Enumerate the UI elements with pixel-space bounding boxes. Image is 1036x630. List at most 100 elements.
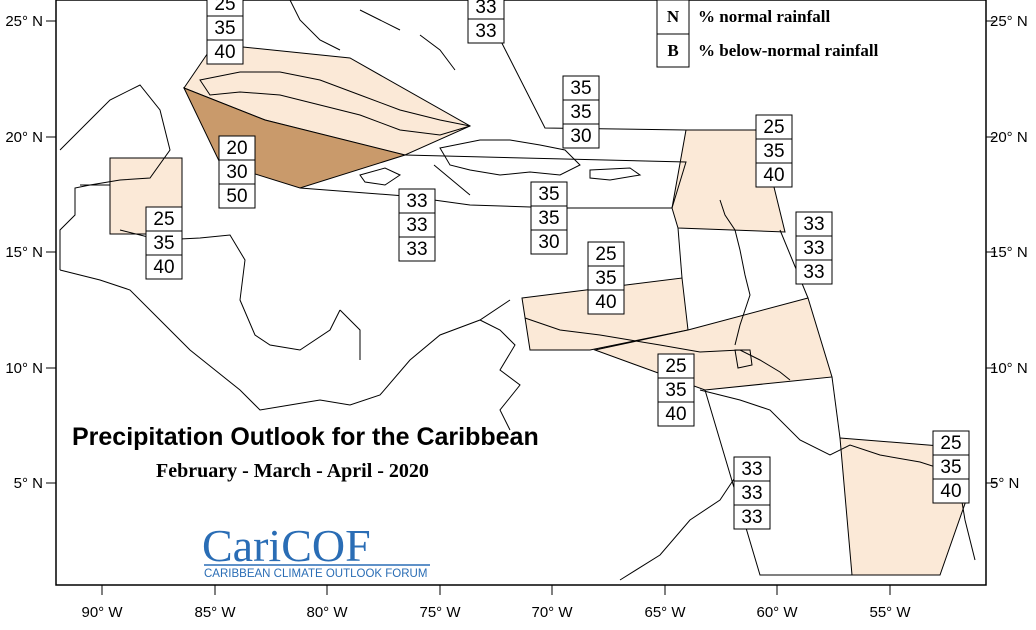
forecast-value: 20 [226,138,247,159]
forecast-box-leeward-islands: 25 35 40 [755,114,793,188]
legend-key-normal: N [667,7,680,26]
forecast-value: 35 [538,208,559,229]
forecast-cell [755,162,793,188]
legend-key-below: B [667,41,678,60]
forecast-value: 25 [214,0,235,15]
latitude-labels-left: 25° N 20° N 15° N 10° N 5° N [5,13,43,492]
lon-tick: 75° W [419,604,461,621]
forecast-cell [587,241,625,267]
lat-tick: 15° N [990,244,1028,261]
lat-tick: 20° N [5,129,43,146]
forecast-value: 33 [803,238,824,259]
forecast-value: 33 [475,0,496,18]
forecast-value: 30 [226,162,247,183]
forecast-cell [657,353,695,379]
map-frame [55,0,987,586]
forecast-cell [530,229,568,255]
lat-tick: 10° N [5,360,43,377]
coastlines [59,0,976,581]
forecast-value: 35 [763,141,784,162]
forecast-box-trinidad: 25 35 40 [657,353,695,427]
lon-tick: 85° W [194,604,236,621]
lon-tick: 90° W [81,604,123,621]
forecast-value: 40 [595,292,616,313]
forecast-cell [398,212,436,238]
forecast-cell [733,504,771,530]
forecast-value: 35 [595,268,616,289]
forecast-value: 33 [406,239,427,260]
forecast-value: 33 [741,483,762,504]
forecast-cell [562,123,600,149]
latitude-labels-right: 25° N 20° N 15° N 10° N 5° N [990,13,1028,492]
forecast-value: 35 [940,457,961,478]
forecast-value: 50 [226,186,247,207]
forecast-value: 30 [570,126,591,147]
forecast-value: 40 [940,481,961,502]
lat-tick: 20° N [990,129,1028,146]
lon-tick: 80° W [306,604,348,621]
forecast-cell [755,138,793,164]
map-title: Precipitation Outlook for the Caribbean [72,423,539,451]
forecast-box-bahamas-west: 25 35 40 [206,0,244,65]
forecast-cell [467,18,505,44]
forecast-cell [206,15,244,41]
forecast-box-belize: 25 35 40 [145,206,183,280]
forecast-value: 35 [214,18,235,39]
forecast-cell [733,456,771,482]
forecast-value: 33 [406,215,427,236]
lat-tick: 10° N [990,360,1028,377]
legend-label-below: % below-normal rainfall [698,41,879,60]
legend: N % normal rainfall B % below-normal rai… [656,0,879,68]
lon-tick: 65° W [644,604,686,621]
forecast-cell [932,454,970,480]
forecast-box-hispaniola: 35 35 30 [530,181,568,255]
forecast-value: 33 [803,262,824,283]
map-subtitle: February - March - April - 2020 [156,460,429,482]
forecast-cell [657,401,695,427]
forecast-box-turks-caicos: 35 35 30 [562,75,600,149]
lon-tick: 70° W [531,604,573,621]
forecast-cell [218,183,256,209]
forecast-box-cayman: 20 30 50 [218,135,256,209]
forecast-regions [109,43,969,576]
forecast-cell [795,259,833,285]
forecast-cell [530,181,568,207]
forecast-cell [932,478,970,504]
logo-tagline: CARIBBEAN CLIMATE OUTLOOK FORUM [204,568,427,580]
forecast-box-guyana: 33 33 33 [733,456,771,530]
forecast-value: 33 [741,459,762,480]
forecast-value: 33 [406,191,427,212]
forecast-value: 25 [763,117,784,138]
lon-tick: 60° W [756,604,798,621]
forecast-cell [795,211,833,237]
forecast-value: 33 [803,214,824,235]
tick-marks [46,20,996,595]
lon-tick: 55° W [869,604,911,621]
forecast-cell [398,236,436,262]
forecast-value: 33 [475,21,496,42]
forecast-value: 40 [763,165,784,186]
forecast-cell [145,206,183,232]
forecast-value: 35 [570,102,591,123]
forecast-value: 35 [153,233,174,254]
forecast-cell [562,99,600,125]
longitude-labels: 90° W 85° W 80° W 75° W 70° W 65° W 60° … [81,604,911,621]
forecast-value: 25 [153,209,174,230]
forecast-value: 40 [153,257,174,278]
forecast-value: 33 [741,507,762,528]
lat-tick: 5° N [990,475,1019,492]
forecast-cell [587,289,625,315]
lat-tick: 15° N [5,244,43,261]
forecast-value: 35 [570,78,591,99]
forecast-value: 25 [595,244,616,265]
forecast-box-jamaica: 33 33 33 [398,188,436,262]
forecast-value: 25 [665,356,686,377]
forecast-cell [206,39,244,65]
forecast-box-windward-islands: 33 33 33 [795,211,833,285]
forecast-value: 35 [665,380,686,401]
forecast-cell [218,159,256,185]
forecast-value: 40 [665,404,686,425]
forecast-value: 25 [940,433,961,454]
